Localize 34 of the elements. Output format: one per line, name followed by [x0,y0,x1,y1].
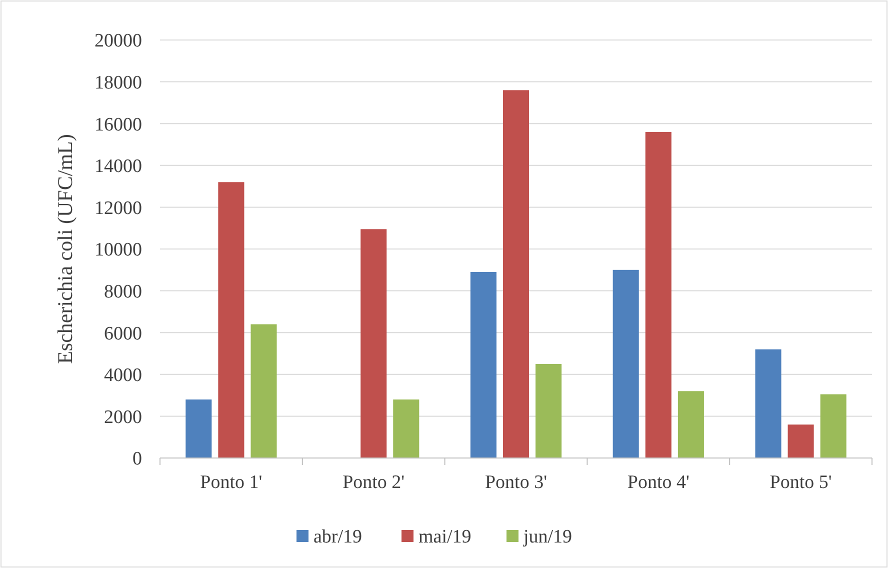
bar [788,424,814,458]
bar [536,364,562,458]
y-tick-label: 12000 [94,198,142,219]
y-tick-label: 18000 [94,72,142,94]
x-tick-label: Ponto 1' [200,472,262,493]
bar [470,272,496,458]
y-tick-label: 14000 [94,156,142,178]
bar [502,90,530,458]
bar [645,132,672,458]
legend-label: jun/19 [522,526,572,548]
bar [393,399,420,458]
bar [250,324,277,458]
legend-label: mai/19 [418,526,472,548]
x-tick-label: Ponto 2' [342,472,405,493]
y-tick-label: 20000 [94,30,142,52]
bar [820,394,846,458]
legend-label: abr/19 [314,526,362,548]
y-tick-label: 2000 [104,406,142,428]
x-tick-label: Ponto 4' [627,472,690,493]
x-tick-label: Ponto 3' [484,472,548,493]
y-tick-label: 0 [132,448,142,470]
bar [218,182,244,458]
y-tick-label: 6000 [104,323,142,344]
y-axis-title: Escherichia coli (UFC/mL) [53,134,77,364]
bar [755,349,782,458]
y-tick-label: 4000 [104,365,142,386]
y-tick-label: 10000 [94,240,142,261]
x-tick-label: Ponto 5' [770,472,832,493]
bar [360,229,387,458]
y-tick-label: 8000 [104,281,142,302]
bar [678,391,704,458]
bar [612,270,639,458]
y-tick-label: 16000 [94,114,142,136]
bar [186,399,212,458]
